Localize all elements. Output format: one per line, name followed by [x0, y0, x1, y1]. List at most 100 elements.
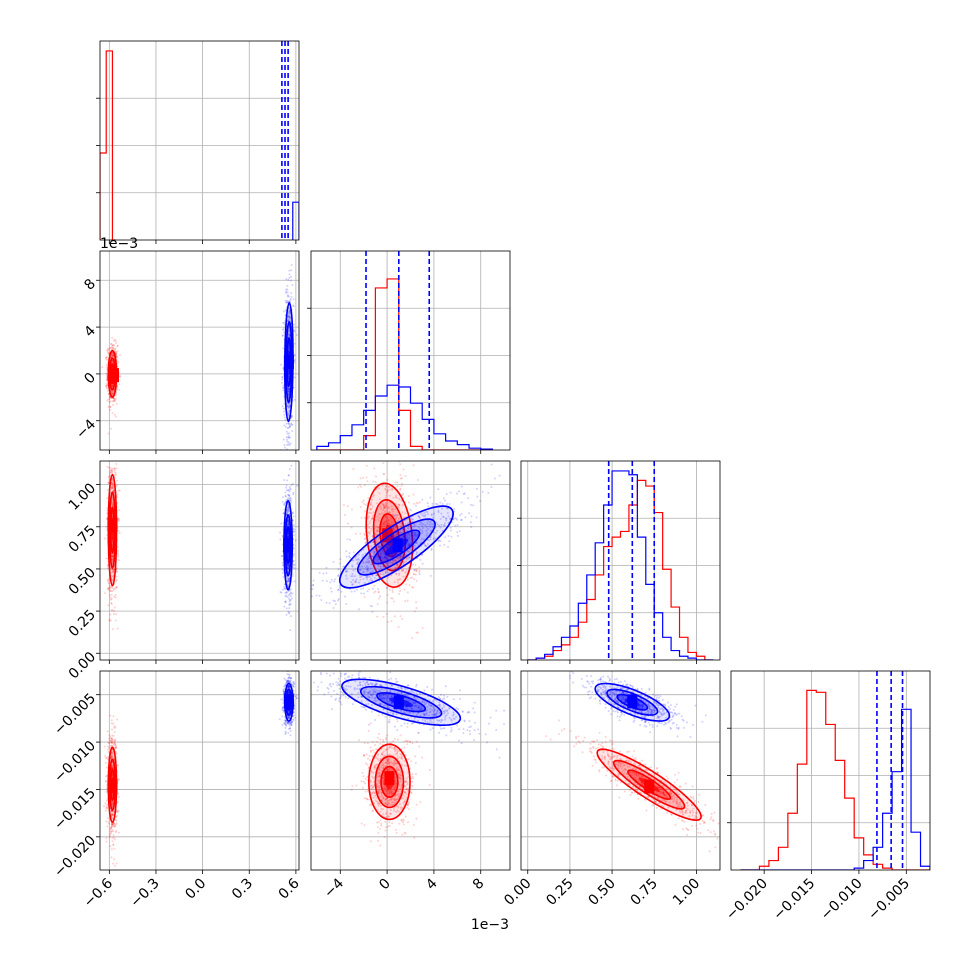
scatter-point [108, 618, 111, 621]
scatter-point [118, 375, 121, 378]
scatter-point [111, 411, 114, 414]
scatter-point [288, 444, 291, 447]
scatter-point [388, 494, 391, 497]
scatter-point [291, 482, 294, 485]
scatter-point [386, 522, 389, 525]
scatter-point [280, 698, 283, 701]
scatter-point [111, 741, 114, 744]
scatter-point [107, 347, 110, 350]
scatter-point [290, 422, 293, 425]
scatter-point [288, 406, 291, 409]
scatter-point [110, 754, 113, 757]
scatter-point [385, 505, 388, 508]
scatter-point [112, 843, 115, 846]
scatter-point [286, 595, 289, 598]
scatter-point [113, 413, 116, 416]
scatter-point [110, 830, 113, 833]
scatter-point [108, 397, 111, 400]
scatter-point [280, 522, 283, 525]
scatter-point [284, 502, 287, 505]
scatter-point [287, 579, 290, 582]
scatter-point [287, 522, 290, 525]
scatter-point [286, 722, 289, 725]
scatter-point [284, 491, 287, 494]
scatter-point [110, 609, 113, 612]
scatter-point [285, 499, 288, 502]
scatter-point [391, 455, 393, 457]
scatter-point [115, 752, 118, 755]
scatter-point [110, 427, 113, 430]
scatter-point [287, 388, 290, 391]
scatter-point [111, 814, 114, 817]
scatter-point [387, 620, 390, 623]
scatter-point [287, 679, 290, 682]
scatter-point [292, 547, 295, 550]
scatter-point [105, 806, 108, 809]
scatter-point [287, 426, 290, 429]
scatter-point [293, 714, 296, 717]
scatter-point [387, 576, 390, 579]
scatter-point [381, 550, 384, 553]
scatter-point [284, 730, 287, 733]
scatter-point [367, 559, 370, 562]
scatter-point [114, 750, 117, 753]
scatter-point [293, 376, 296, 379]
scatter-point [292, 524, 295, 527]
scatter-point [111, 393, 114, 396]
scatter-point [111, 756, 114, 759]
scatter-point [287, 502, 290, 505]
scatter-point [111, 803, 114, 806]
scatter-point [397, 558, 400, 561]
scatter-point [111, 823, 114, 826]
scatter-point [382, 504, 385, 507]
scatter-point [113, 824, 116, 827]
scatter-point [107, 405, 110, 408]
scatter-point [105, 757, 108, 760]
scatter-point [282, 576, 285, 579]
scatter-point [380, 512, 383, 515]
scatter-point [286, 580, 289, 583]
scatter-point [383, 521, 386, 524]
scatter-point [292, 511, 295, 514]
scatter-point [390, 505, 393, 508]
scatter-point [291, 429, 294, 432]
scatter-point [104, 802, 107, 805]
scatter-point [289, 595, 292, 598]
scatter-point [105, 756, 108, 759]
scatter-point [110, 342, 113, 345]
scatter-point [111, 558, 114, 561]
scatter-point [374, 590, 377, 593]
scatter-point [292, 515, 295, 518]
scatter-point [292, 534, 295, 537]
scatter-point [287, 597, 290, 600]
x-tick-label: −0.3 [127, 876, 162, 911]
scatter-point [110, 346, 113, 349]
scatter-point [111, 484, 114, 487]
scatter-point [113, 587, 116, 590]
pair-area [101, 263, 298, 457]
x-tick-label: 0.6 [276, 875, 303, 902]
scatter-point [115, 585, 118, 588]
scatter-point [408, 550, 411, 553]
scatter-point [290, 464, 293, 467]
scatter-point [287, 474, 290, 477]
scatter-point [408, 543, 411, 546]
scatter-point [356, 562, 359, 565]
scatter-point [386, 522, 389, 525]
scatter-point [116, 718, 119, 721]
scatter-point [399, 531, 402, 534]
scatter-point [284, 731, 287, 734]
scatter-point [290, 455, 292, 457]
scatter-point [111, 555, 114, 558]
scatter-point [290, 263, 293, 266]
scatter-point [394, 507, 397, 510]
scatter-point [287, 686, 290, 689]
scatter-point [289, 317, 292, 320]
scatter-point [382, 462, 385, 465]
scatter-point [111, 767, 114, 770]
scatter-point [282, 334, 285, 337]
scatter-point [287, 680, 290, 683]
x-tick-label: −0.015 [770, 876, 818, 924]
scatter-point [110, 390, 113, 393]
scatter-point [346, 538, 349, 541]
